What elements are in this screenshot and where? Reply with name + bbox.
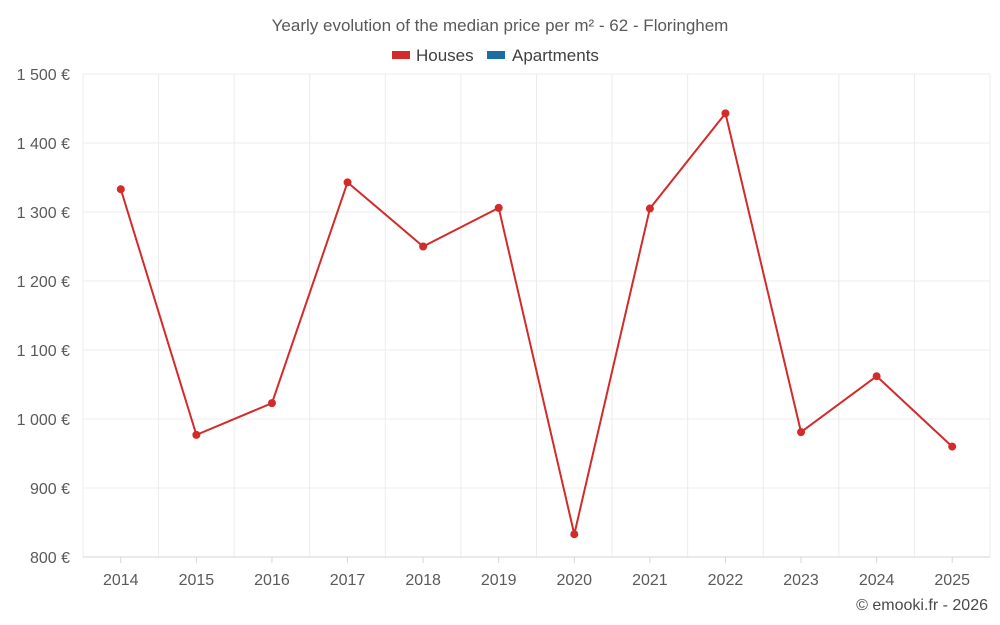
y-tick-label: 1 400 €: [17, 136, 70, 153]
x-axis: 2014 2015 2016 2017 2018 2019 2020 2021 2022 2023…: [83, 556, 990, 589]
x-tick-label: 2023: [783, 572, 819, 589]
data-point[interactable]: [267, 399, 276, 408]
data-point[interactable]: [419, 242, 428, 251]
data-point[interactable]: [494, 203, 503, 212]
x-tick-label: 2024: [859, 572, 895, 589]
legend-label-houses: Houses: [416, 46, 474, 65]
y-tick-label: 800 €: [30, 550, 70, 567]
y-axis: 800 € 900 € 1 000 € 1 100 € 1 200 € 1 300 € 1 …: [17, 67, 70, 567]
gridlines: [82, 73, 991, 557]
data-point[interactable]: [872, 372, 881, 381]
x-tick-label: 2014: [103, 572, 139, 589]
data-point[interactable]: [721, 109, 730, 118]
data-point[interactable]: [797, 428, 806, 437]
data-point[interactable]: [948, 442, 957, 451]
legend-item-houses[interactable]: Houses: [392, 46, 474, 65]
credit-text: © emooki.fr - 2026: [856, 597, 988, 614]
data-point[interactable]: [343, 178, 352, 187]
x-tick-label: 2017: [330, 572, 366, 589]
data-point[interactable]: [645, 204, 654, 213]
x-tick-label: 2022: [708, 572, 744, 589]
x-tick-label: 2018: [405, 572, 441, 589]
series-line: [119, 112, 953, 536]
chart-title: Yearly evolution of the median price per…: [272, 16, 729, 35]
x-tick-label: 2019: [481, 572, 517, 589]
legend-label-apartments: Apartments: [512, 46, 599, 65]
legend-swatch-apartments: [487, 51, 505, 59]
legend: Houses Apartments: [392, 46, 599, 65]
x-tick-label: 2025: [934, 572, 970, 589]
y-tick-label: 1 300 €: [17, 205, 70, 222]
y-tick-label: 1 100 €: [17, 343, 70, 360]
series-houses: [116, 109, 957, 539]
legend-swatch-houses: [392, 51, 410, 59]
x-tick-label: 2021: [632, 572, 668, 589]
data-point[interactable]: [116, 185, 125, 194]
data-point[interactable]: [570, 530, 579, 539]
y-tick-label: 1 000 €: [17, 412, 70, 429]
y-tick-label: 900 €: [30, 481, 70, 498]
y-tick-label: 1 200 €: [17, 274, 70, 291]
x-tick-label: 2015: [179, 572, 215, 589]
legend-item-apartments[interactable]: Apartments: [487, 46, 599, 65]
x-tick-label: 2020: [556, 572, 592, 589]
x-tick-label: 2016: [254, 572, 290, 589]
data-point[interactable]: [192, 430, 201, 439]
y-tick-label: 1 500 €: [17, 67, 70, 84]
